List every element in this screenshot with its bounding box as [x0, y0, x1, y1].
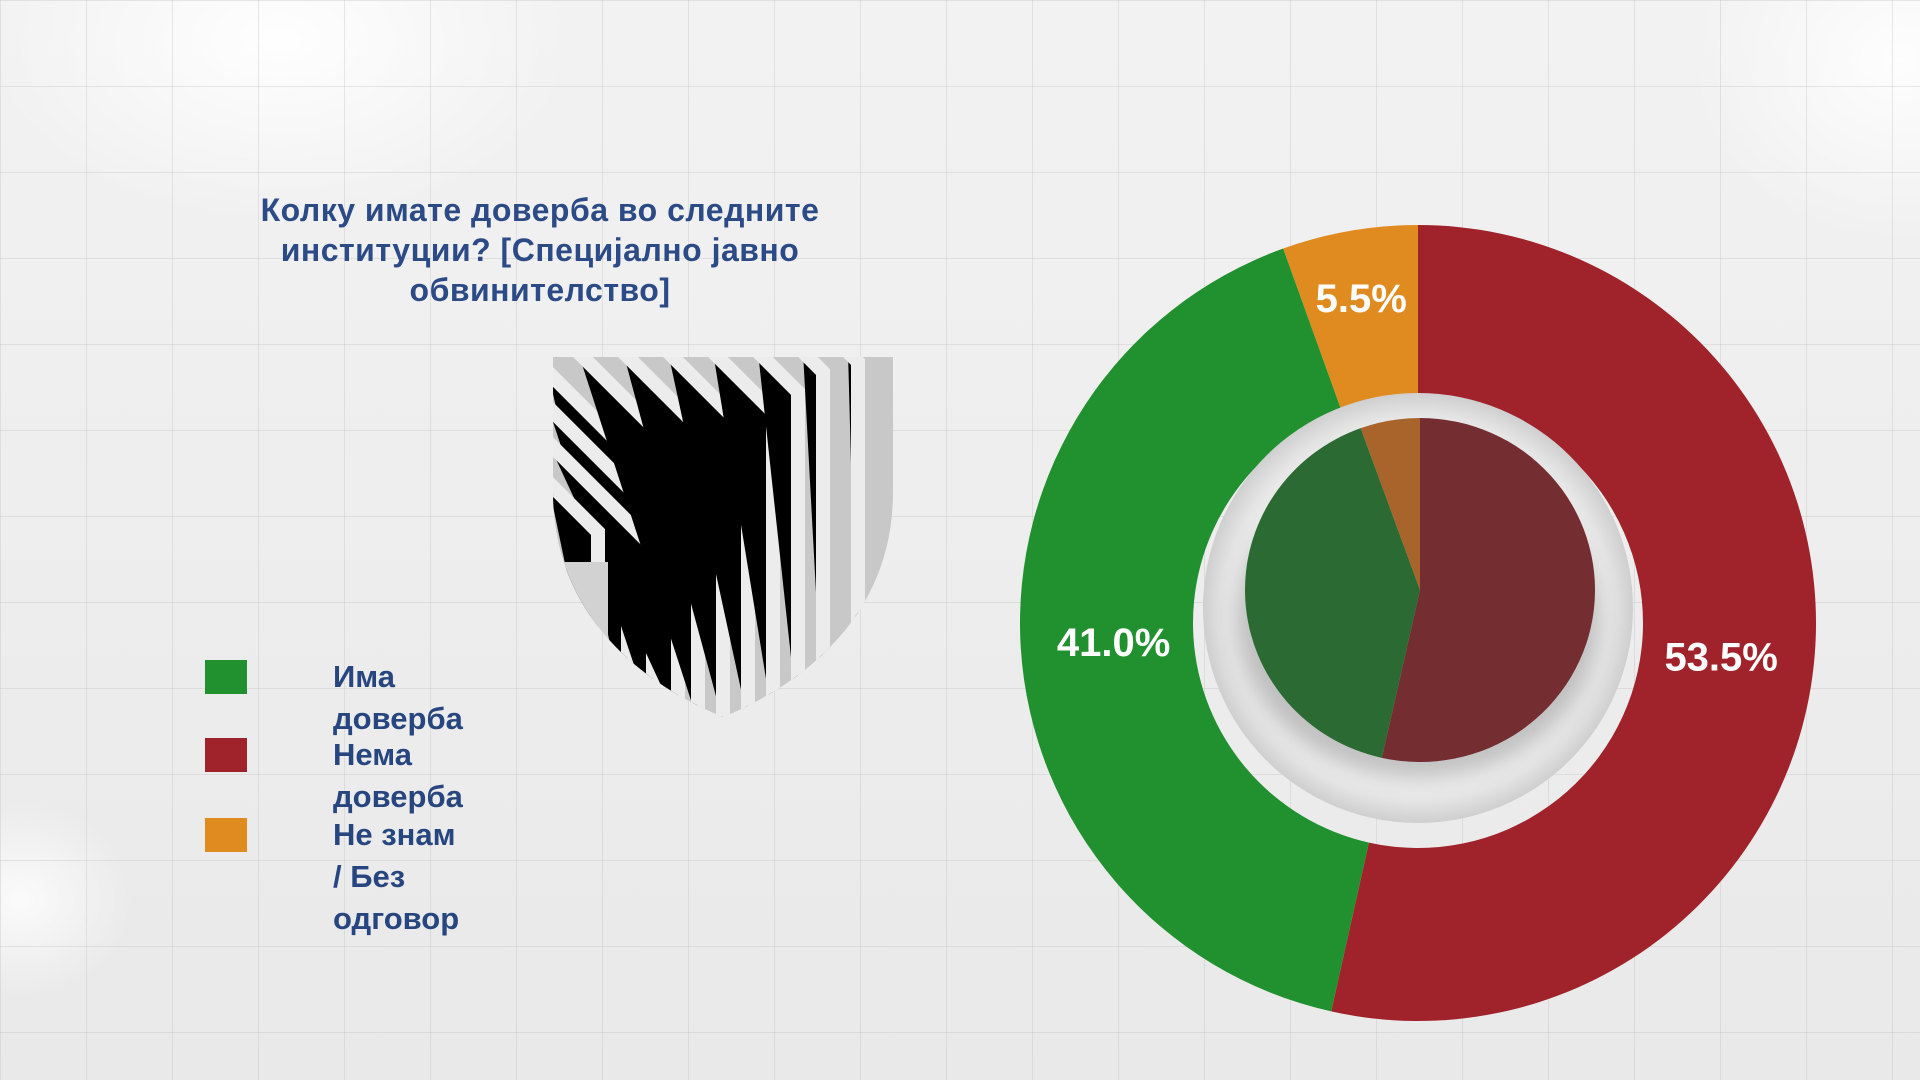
crest-watermark	[553, 357, 893, 717]
data-label-trust: 41.0%	[1057, 621, 1170, 665]
inner-slice-trust	[1244, 428, 1420, 758]
chart-title: Колку имате доверба во следните институц…	[260, 192, 820, 308]
data-labels: 53.5% 41.0% 5.5%	[1057, 277, 1778, 680]
legend-item-trust: Има доверба	[205, 659, 463, 740]
legend-item-dont-know: Не знам / Без одговор	[205, 817, 459, 940]
ring-slice-no-trust	[1331, 225, 1817, 1022]
inner-slice-no-trust	[1381, 418, 1596, 762]
inner-slice-dont-know	[1360, 418, 1420, 590]
legend-item-no-trust: Нема доверба	[205, 737, 463, 818]
data-label-no-trust: 53.5%	[1664, 635, 1777, 679]
legend-swatch-no-trust	[205, 738, 247, 772]
outer-ring	[1020, 225, 1817, 1022]
data-label-dont-know: 5.5%	[1316, 277, 1407, 321]
legend-swatch-trust	[205, 660, 247, 694]
legend-label-no-trust: Нема доверба	[333, 737, 463, 814]
ring-slice-dont-know	[1283, 225, 1418, 412]
ring-slice-trust	[1020, 248, 1369, 1012]
legend-swatch-dont-know	[205, 818, 247, 852]
legend-label-trust: Има доверба	[333, 659, 463, 736]
inner-pie	[1244, 418, 1596, 762]
legend-label-dont-know: Не знам / Без одговор	[333, 817, 460, 936]
